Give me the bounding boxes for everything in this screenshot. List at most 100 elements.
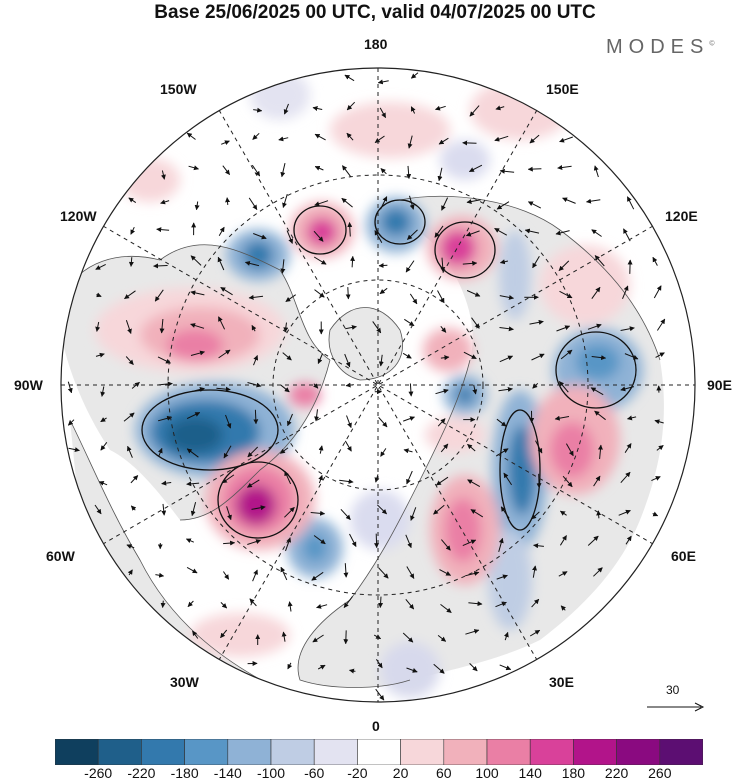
wind-vector [495, 105, 505, 111]
wind-vector [220, 629, 228, 639]
height-contours [141, 199, 637, 539]
wind-vector [441, 539, 451, 551]
wind-vector [194, 201, 200, 211]
wind-vector [654, 419, 664, 425]
wind-vector [247, 382, 262, 388]
wind-vector [620, 326, 635, 332]
wind-vector [317, 664, 326, 670]
wind-vector [190, 255, 202, 266]
wind-vector [375, 688, 385, 701]
wind-vector [155, 572, 165, 578]
wind-vector [409, 293, 418, 305]
wind-vector [499, 355, 514, 363]
wind-vector [188, 165, 199, 171]
wind-vector [347, 222, 353, 237]
wind-vector [100, 417, 107, 423]
wind-vector [652, 511, 659, 517]
wind-vector [312, 634, 324, 643]
wind-vector [67, 381, 73, 394]
wind-vector [95, 263, 106, 270]
wind-vector [498, 386, 513, 392]
wind-vector [249, 598, 257, 607]
wind-vector [130, 475, 139, 484]
lon-label-120w: 120W [60, 208, 97, 224]
wind-vector [280, 566, 288, 581]
wind-vector [499, 326, 514, 332]
wind-vector [531, 511, 540, 520]
wind-vector [96, 292, 102, 298]
wind-vector [190, 501, 197, 517]
wind-vector [624, 443, 632, 453]
wind-vector [435, 388, 449, 395]
wind-vector [562, 475, 573, 488]
colorbar-segment [270, 739, 315, 765]
wind-vector [593, 165, 599, 178]
wind-vector [286, 230, 294, 244]
wind-vector [160, 199, 170, 205]
wind-vector [500, 506, 510, 519]
wind-vector [318, 445, 324, 454]
wind-vector [651, 476, 661, 482]
wind-vector [406, 667, 418, 673]
wind-vector [218, 316, 226, 330]
wind-vector [439, 569, 452, 576]
lon-label-30w: 30W [170, 674, 199, 690]
wind-vector [409, 195, 415, 210]
wind-vector [378, 354, 384, 367]
wind-vector [622, 285, 629, 299]
wind-vector [405, 260, 415, 273]
wind-vector [405, 598, 415, 610]
wind-vector [375, 659, 383, 669]
wind-vector [253, 233, 267, 240]
colorbar-tick-label: -100 [256, 765, 286, 781]
wind-vector [503, 631, 509, 641]
wind-vector [186, 448, 199, 458]
reference-vector-value: 30 [666, 683, 680, 697]
wind-vector [467, 443, 476, 452]
wind-vector [438, 137, 449, 145]
brand-logo: MODES© [606, 36, 715, 59]
colorbar-segment [486, 739, 531, 765]
colorbar-segment [357, 739, 401, 765]
wind-vector [127, 445, 133, 458]
wind-vector [441, 197, 449, 211]
wind-vector [161, 480, 172, 486]
wind-vector [248, 294, 264, 300]
wind-vector [403, 416, 415, 422]
wind-vector [380, 448, 387, 457]
wind-vector [283, 322, 289, 333]
wind-vector [283, 103, 289, 115]
wind-vector [349, 668, 356, 674]
colorbar-tick-label: -140 [213, 765, 242, 781]
wind-vector [565, 443, 574, 457]
wind-vector [435, 105, 446, 111]
wind-vector [253, 409, 259, 425]
wind-vector [67, 419, 75, 426]
wind-vector [472, 384, 478, 395]
wind-vector [437, 167, 443, 182]
wind-vector [94, 504, 102, 515]
wind-vector [380, 168, 387, 175]
wind-vector [128, 197, 137, 204]
wind-vector [126, 544, 135, 549]
wind-vector [252, 132, 260, 140]
wind-vector [378, 416, 388, 428]
wind-vector [222, 165, 230, 175]
wind-vector [316, 603, 328, 609]
wind-vector [374, 533, 380, 549]
wind-vector [496, 574, 508, 580]
wind-vector [187, 600, 194, 607]
wind-vector [499, 168, 515, 174]
colorbar-tick-label: 20 [392, 765, 409, 781]
wind-vector [244, 260, 260, 267]
wind-vector [590, 387, 604, 396]
wind-vector [220, 286, 233, 296]
colorbar-segment [529, 739, 574, 765]
wind-vector [555, 230, 570, 236]
wind-vector [587, 535, 599, 546]
wind-vector [287, 662, 293, 670]
brand-mark: © [709, 40, 715, 48]
wind-vector [591, 286, 601, 299]
wind-vector [440, 257, 446, 273]
wind-vector [377, 79, 389, 85]
